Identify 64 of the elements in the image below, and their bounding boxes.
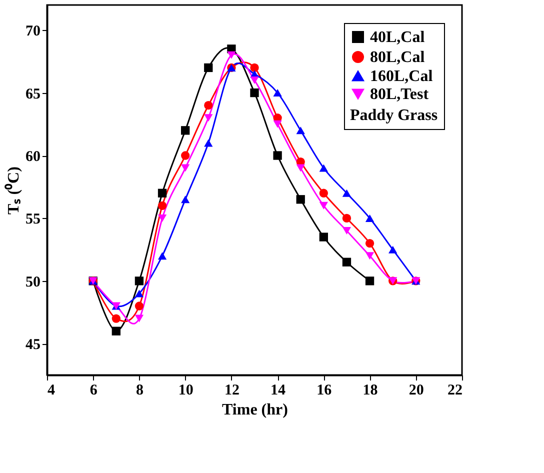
point	[342, 258, 352, 266]
point	[181, 164, 190, 172]
y-tick-label: 60	[26, 149, 40, 166]
point	[204, 101, 213, 110]
legend-label: 80L,Cal	[370, 49, 426, 66]
point	[134, 302, 144, 310]
y-tick-label: 70	[26, 24, 40, 40]
x-tick-label: 12	[224, 382, 240, 398]
point	[365, 238, 374, 248]
point	[250, 76, 259, 84]
point	[319, 202, 328, 210]
point	[134, 290, 144, 298]
x-tick-label: 18	[362, 382, 378, 398]
point	[250, 63, 259, 72]
point	[296, 126, 305, 134]
point	[181, 196, 190, 204]
point	[319, 164, 328, 172]
x-tick-label: 16	[316, 382, 332, 398]
point	[342, 189, 352, 197]
legend-label: 40L,Cal	[370, 29, 426, 46]
point	[204, 139, 213, 147]
point	[181, 126, 190, 135]
x-tick-label: 20	[408, 382, 424, 398]
x-tick-label: 4	[48, 382, 56, 398]
x-tick-label: 14	[270, 382, 286, 398]
point	[181, 151, 190, 160]
y-axis-title: Tₛ (⁰C)	[4, 166, 22, 214]
x-tick-label: 22	[448, 382, 462, 398]
point	[158, 214, 167, 222]
point	[296, 195, 305, 204]
y-tick-label: 45	[26, 337, 40, 354]
point	[319, 188, 328, 198]
x-tick-label: 10	[178, 382, 194, 398]
point	[250, 88, 259, 98]
point	[158, 188, 167, 198]
point	[342, 227, 352, 235]
point	[296, 164, 305, 172]
y-tick-label: 55	[26, 212, 40, 228]
point	[112, 314, 120, 323]
point	[365, 214, 374, 222]
y-tick-label: 50	[26, 274, 40, 290]
point	[134, 314, 144, 322]
point	[273, 120, 282, 128]
point	[158, 252, 167, 260]
point	[388, 246, 398, 254]
point	[204, 63, 213, 72]
point	[365, 276, 374, 286]
point	[319, 232, 328, 242]
point	[227, 51, 236, 59]
y-tick-label: 65	[26, 86, 40, 102]
legend-label: 80L,Test	[370, 86, 430, 103]
legend-label: 160L,Cal	[370, 68, 434, 85]
point	[158, 201, 167, 210]
point	[134, 276, 144, 286]
point	[365, 252, 374, 260]
point	[273, 89, 282, 97]
point	[342, 214, 352, 223]
legend-title: Paddy Grass	[350, 107, 438, 124]
point	[112, 326, 120, 336]
x-tick-label: 6	[90, 382, 98, 398]
x-axis-title: Time (hr)	[222, 402, 288, 418]
point	[204, 114, 213, 122]
point	[273, 151, 282, 160]
x-tick-label: 8	[136, 382, 144, 398]
